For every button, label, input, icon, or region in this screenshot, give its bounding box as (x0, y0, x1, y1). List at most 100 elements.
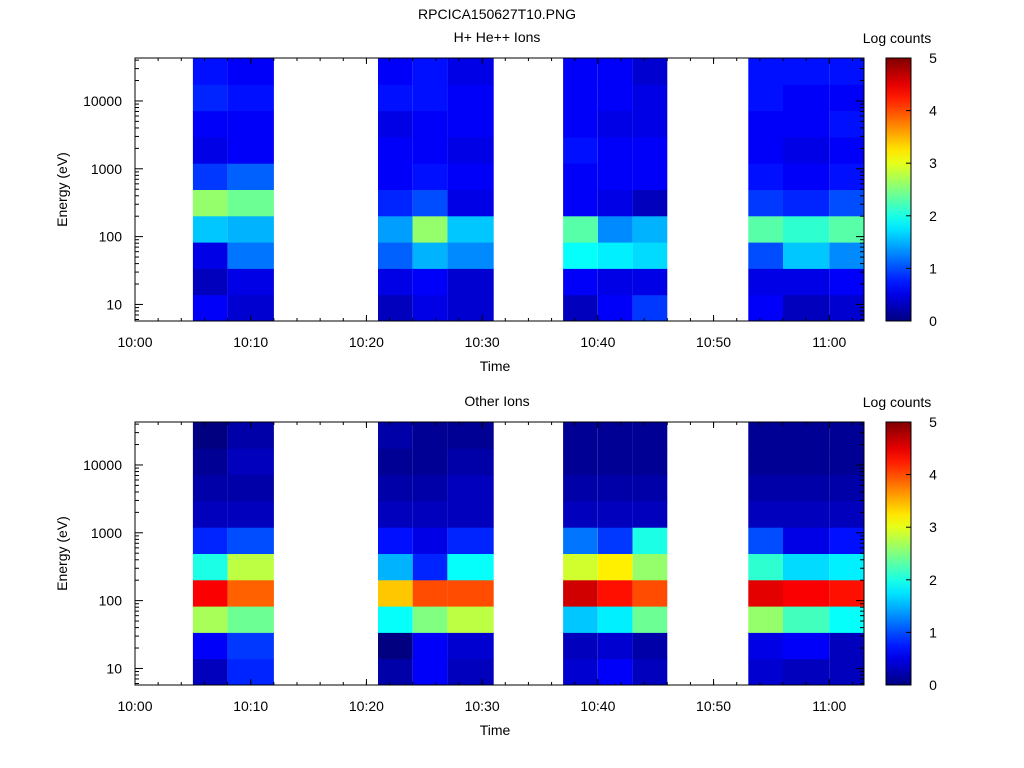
heatmap-cell (412, 84, 448, 112)
heatmap-cell (447, 422, 494, 449)
heatmap-cell (412, 527, 448, 554)
chart-panel-1: 10:00 10:10 10:20 10:30 10:40 10:50 11:0010100… (54, 29, 937, 374)
heatmap-cell (563, 215, 598, 243)
heatmap-cell (563, 110, 598, 138)
colorbar-tick-label: 1 (929, 260, 937, 276)
x-tick-label: 10:10 (233, 334, 268, 350)
heatmap-cell (597, 136, 633, 164)
heatmap-cell (412, 500, 448, 528)
heatmap-cell (378, 136, 413, 164)
heatmap-cell (192, 268, 228, 296)
heatmap-cell (597, 189, 633, 217)
colorbar-tick-label: 5 (929, 414, 937, 430)
heatmap-cell (192, 189, 228, 217)
heatmap-cell (783, 110, 830, 138)
x-tick-label: 10:00 (117, 334, 152, 350)
heatmap-cell (447, 136, 494, 164)
chart-panel-2: 10:00 10:10 10:20 10:30 10:40 10:50 11:0010100… (54, 393, 937, 738)
heatmap-cell (378, 527, 413, 554)
heatmap-cell (632, 242, 668, 269)
heatmap-cell (447, 84, 494, 112)
heatmap-cell (783, 606, 830, 633)
heatmap-cell (597, 632, 633, 660)
colorbar-label: Log counts (863, 394, 932, 410)
colorbar-tick-label: 1 (929, 624, 937, 640)
colorbar: 0 1 2 3 4 5 Log counts (863, 394, 937, 693)
y-tick-label: 10 (106, 660, 122, 676)
heatmap-cell (632, 163, 668, 190)
heatmap-cell (829, 110, 864, 138)
y-tick-label: 100 (99, 229, 123, 245)
heatmap-cell (447, 163, 494, 190)
heatmap-cell (632, 215, 668, 243)
heatmap-cell (632, 189, 668, 217)
heatmap-cell (192, 136, 228, 164)
heatmap-cell (783, 553, 830, 581)
x-tick-label: 10:50 (696, 334, 731, 350)
heatmap-cell (829, 500, 864, 528)
heatmap-cell (227, 553, 274, 581)
heatmap-cell (829, 163, 864, 190)
x-axis-label: Time (480, 358, 511, 374)
heatmap-cell (783, 268, 830, 296)
heatmap-cell (227, 268, 274, 296)
heatmap-cell (563, 58, 598, 85)
heatmap-cell (597, 658, 633, 686)
heatmap-cell (192, 579, 228, 607)
heatmap-cell (597, 163, 633, 190)
heatmap-cell (597, 448, 633, 476)
heatmap-cell (783, 448, 830, 476)
heatmap-cell (227, 136, 274, 164)
heatmap-cell (748, 422, 783, 449)
heatmap-cell (748, 553, 783, 581)
heatmap-cell (192, 632, 228, 660)
heatmap-cell (447, 215, 494, 243)
heatmap-cell (192, 527, 228, 554)
heatmap-cell (447, 658, 494, 686)
heatmap-cell (378, 110, 413, 138)
heatmap-cell (597, 606, 633, 633)
heatmap-cell (412, 474, 448, 502)
heatmap-cell (563, 242, 598, 269)
heatmap-cell (447, 268, 494, 296)
heatmap-cell (192, 448, 228, 476)
x-tick-label: 10:30 (465, 698, 500, 714)
heatmap-cell (829, 136, 864, 164)
colorbar-tick-label: 0 (929, 677, 937, 693)
heatmap-cell (563, 448, 598, 476)
heatmap-cell (748, 579, 783, 607)
heatmap-cell (192, 658, 228, 686)
heatmap-cell (412, 632, 448, 660)
heatmap-cell (563, 632, 598, 660)
heatmap-cell (829, 189, 864, 217)
heatmap-cell (378, 553, 413, 581)
heatmap-cell (563, 658, 598, 686)
heatmap-cell (412, 294, 448, 322)
heatmap-cell (563, 474, 598, 502)
heatmap-cell (597, 110, 633, 138)
heatmap-cell (632, 84, 668, 112)
heatmap-cell (192, 242, 228, 269)
heatmap-cell (447, 500, 494, 528)
heatmap-cells (192, 422, 864, 686)
heatmap-cell (227, 527, 274, 554)
heatmap-cell (378, 268, 413, 296)
heatmap-cell (748, 474, 783, 502)
heatmap-cell (563, 553, 598, 581)
x-axis-label: Time (480, 722, 511, 738)
heatmap-cell (378, 422, 413, 449)
heatmap-cell (783, 422, 830, 449)
x-tick-label: 10:40 (580, 334, 615, 350)
heatmap-cell (748, 110, 783, 138)
heatmap-cell (447, 553, 494, 581)
colorbar-tick-label: 3 (929, 155, 937, 171)
heatmap-cell (632, 579, 668, 607)
heatmap-cell (227, 110, 274, 138)
heatmap-cell (829, 606, 864, 633)
heatmap-cell (447, 474, 494, 502)
heatmap-cell (597, 579, 633, 607)
heatmap-cell (227, 189, 274, 217)
colorbar-gradient (885, 421, 912, 686)
heatmap-cell (829, 422, 864, 449)
heatmap-cell (829, 215, 864, 243)
